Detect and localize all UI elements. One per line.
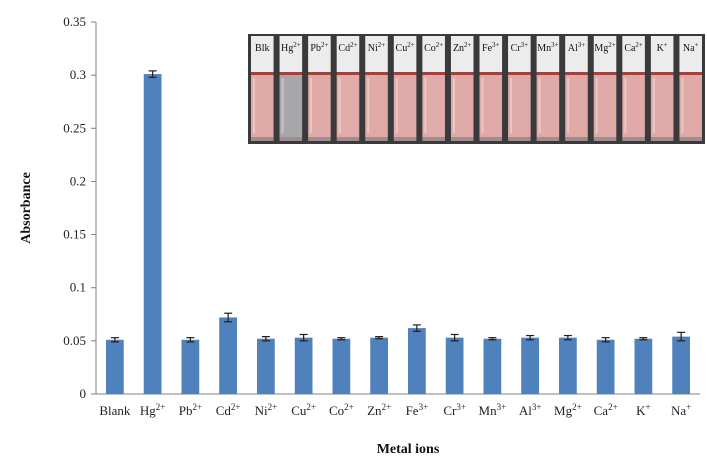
error-bar bbox=[186, 337, 195, 343]
y-tick-label: 0 bbox=[80, 386, 87, 401]
x-tick-label: Hg2+ bbox=[140, 402, 165, 418]
vial-label: Mg2+ bbox=[594, 41, 615, 54]
error-bar bbox=[224, 312, 233, 323]
y-axis-title: Absorbance bbox=[19, 172, 34, 244]
bar bbox=[483, 338, 502, 394]
x-tick-label: Cu2+ bbox=[291, 402, 316, 418]
x-tick-label: Al3+ bbox=[519, 402, 542, 418]
vial-label: Mn3+ bbox=[537, 41, 558, 54]
y-tick-label: 0.05 bbox=[63, 333, 86, 348]
bar bbox=[106, 339, 124, 394]
bar bbox=[143, 74, 162, 394]
error-bar bbox=[337, 337, 346, 341]
vial-label: Co2+ bbox=[424, 41, 443, 54]
bar bbox=[672, 336, 690, 394]
vial-label: Fe3+ bbox=[482, 41, 500, 54]
bar bbox=[257, 338, 275, 394]
vial-label: Zn2+ bbox=[453, 41, 472, 54]
x-tick-label: Cr3+ bbox=[443, 402, 466, 418]
x-tick-label: Co2+ bbox=[329, 402, 354, 418]
vial-label: Ni2+ bbox=[368, 41, 386, 54]
x-tick-label: Na+ bbox=[671, 402, 691, 418]
x-tick-label: Cd2+ bbox=[216, 402, 241, 418]
error-bar bbox=[299, 333, 308, 342]
vial-label: Al3+ bbox=[568, 41, 586, 54]
bar bbox=[596, 339, 615, 394]
vial-label: Cr3+ bbox=[511, 41, 529, 54]
vial-label: K+ bbox=[657, 41, 668, 54]
vial-label: Hg2+ bbox=[281, 41, 301, 54]
x-axis-ticks: Blank Hg2+ Pb2+ Cd2+ Ni2+ Cu2+ Co2+ Zn2+ Fe3+ Cr3… bbox=[99, 402, 691, 418]
bar bbox=[181, 339, 200, 394]
error-bar bbox=[412, 324, 421, 332]
vial: Cd2+ bbox=[336, 36, 360, 141]
vial: Na+ bbox=[679, 36, 702, 141]
x-tick-label: Fe3+ bbox=[406, 402, 429, 418]
x-tick-label: Mn3+ bbox=[479, 402, 507, 418]
bar bbox=[332, 338, 351, 394]
y-tick-label: 0.35 bbox=[63, 14, 86, 29]
vial: Hg2+ bbox=[279, 36, 303, 141]
vial-label: Cu2+ bbox=[396, 41, 415, 54]
x-tick-label: Zn2+ bbox=[367, 402, 391, 418]
error-bar bbox=[639, 337, 648, 341]
vial-label: Ca2+ bbox=[624, 41, 643, 54]
bar bbox=[521, 337, 539, 394]
bar bbox=[294, 337, 313, 394]
vial: Mn3+ bbox=[536, 36, 560, 141]
vial: Co2+ bbox=[422, 36, 445, 141]
inset-vial-photo: Blk Hg2+ Pb2+ Cd2+ Ni2+ Cu2+ Co2+ Zn2+ Fe3+ Cr3+ M… bbox=[248, 34, 705, 144]
x-axis-title: Metal ions bbox=[377, 442, 440, 457]
x-tick-label: Ni2+ bbox=[255, 402, 278, 418]
y-tick-label: 0.1 bbox=[70, 280, 86, 295]
bar bbox=[219, 317, 237, 394]
vial: Ni2+ bbox=[365, 36, 388, 141]
error-bar bbox=[148, 70, 157, 78]
vial-label: Cd2+ bbox=[338, 41, 357, 54]
x-tick-label: Mg2+ bbox=[554, 402, 582, 418]
y-axis-ticks: 0 0.05 0.1 0.15 0.2 0.25 0.3 0.35 bbox=[63, 14, 96, 401]
vial-label: Pb2+ bbox=[310, 41, 328, 54]
bar bbox=[370, 337, 388, 394]
y-tick-label: 0.15 bbox=[63, 227, 86, 242]
vial: Cr3+ bbox=[508, 36, 531, 141]
vial: Cu2+ bbox=[393, 36, 417, 141]
x-tick-label: Ca2+ bbox=[594, 402, 618, 418]
vial: K+ bbox=[650, 36, 674, 141]
x-tick-label: K+ bbox=[636, 402, 650, 418]
vial: Zn2+ bbox=[450, 36, 474, 141]
error-bar bbox=[375, 336, 384, 340]
vial: Al3+ bbox=[565, 36, 588, 141]
bar bbox=[559, 337, 577, 394]
error-bar bbox=[110, 337, 119, 343]
bar-series bbox=[106, 70, 690, 394]
vial: Blk bbox=[251, 36, 274, 141]
y-tick-label: 0.2 bbox=[70, 173, 86, 188]
y-tick-label: 0.25 bbox=[63, 120, 86, 135]
error-bar bbox=[526, 334, 535, 341]
bar bbox=[445, 337, 464, 394]
bar bbox=[408, 328, 426, 394]
x-tick-label: Pb2+ bbox=[179, 402, 202, 418]
bar bbox=[634, 338, 653, 394]
vial: Pb2+ bbox=[308, 36, 331, 141]
vial: Fe3+ bbox=[479, 36, 503, 141]
error-bar bbox=[563, 334, 572, 341]
y-tick-label: 0.3 bbox=[70, 67, 86, 82]
error-bar bbox=[677, 331, 686, 342]
error-bar bbox=[450, 333, 459, 342]
vial-label: Blk bbox=[255, 43, 269, 54]
error-bar bbox=[488, 337, 497, 341]
error-bar bbox=[261, 336, 270, 342]
vial: Mg2+ bbox=[593, 36, 617, 141]
vial-label: Na+ bbox=[683, 41, 699, 54]
vial: Ca2+ bbox=[622, 36, 645, 141]
error-bar bbox=[601, 337, 610, 343]
x-tick-label: Blank bbox=[99, 403, 131, 418]
